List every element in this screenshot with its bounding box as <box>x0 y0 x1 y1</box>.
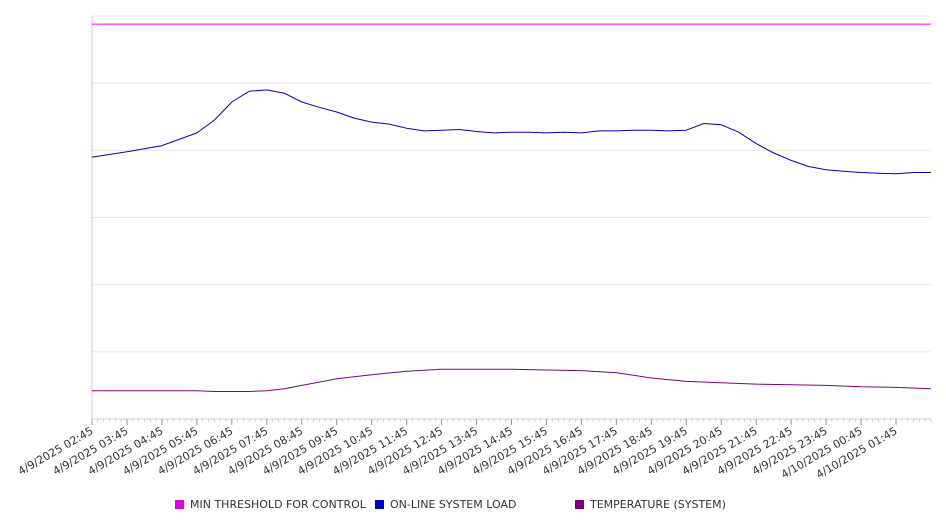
legend-item-temperature[interactable]: TEMPERATURE (SYSTEM) <box>575 498 726 511</box>
legend-swatch-system-load <box>375 500 384 509</box>
series-line-2 <box>92 368 932 392</box>
chart-legend: MIN THRESHOLD FOR CONTROL ON-LINE SYSTEM… <box>0 498 946 518</box>
legend-item-system-load[interactable]: ON-LINE SYSTEM LOAD <box>375 498 516 511</box>
legend-label-temperature: TEMPERATURE (SYSTEM) <box>590 498 726 511</box>
chart-series <box>91 23 932 392</box>
chart-axes <box>91 16 932 422</box>
legend-label-system-load: ON-LINE SYSTEM LOAD <box>390 498 517 511</box>
legend-swatch-min-threshold <box>175 500 184 509</box>
legend-item-min-threshold[interactable]: MIN THRESHOLD FOR CONTROL <box>175 498 366 511</box>
legend-swatch-temperature <box>575 500 584 509</box>
series-line-1 <box>91 89 931 175</box>
chart-gridlines <box>92 15 931 353</box>
legend-label-min-threshold: MIN THRESHOLD FOR CONTROL <box>190 498 366 511</box>
chart-x-ticks: 4/9/2025 02:454/9/2025 03:454/9/2025 04:… <box>16 419 900 481</box>
